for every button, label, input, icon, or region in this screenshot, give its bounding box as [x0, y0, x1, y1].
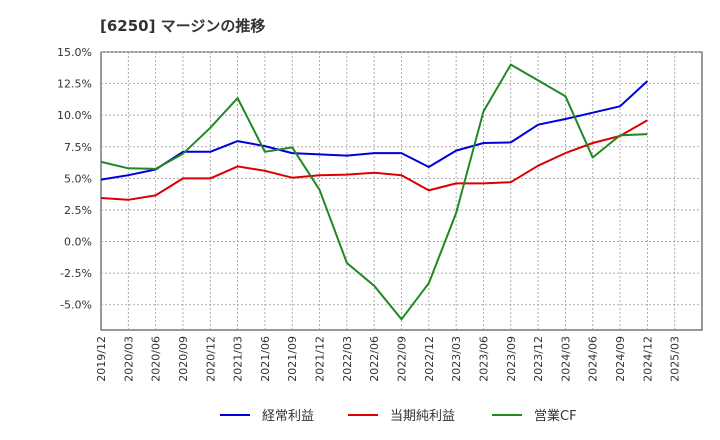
x-tick-label: 2020/03	[122, 336, 135, 382]
series-line	[100, 119, 648, 201]
x-tick-label: 2022/03	[341, 336, 354, 382]
y-tick-label: -5.0%	[60, 299, 92, 312]
x-tick-label: 2023/12	[532, 336, 545, 382]
y-axis-tick-labels: 15.0% 12.5% 10.0% 7.5% 5.0% 2.5% 0.0% -2.5% -5.0…	[57, 46, 92, 312]
x-tick-label: 2025/03	[669, 336, 682, 382]
x-tick-label: 2021/09	[286, 336, 299, 382]
chart-title: [6250] マージンの推移	[100, 17, 265, 35]
x-tick-label: 2021/12	[314, 336, 327, 382]
series-line	[100, 63, 648, 321]
y-tick-label: 12.5%	[57, 78, 92, 91]
legend-label: 営業CF	[534, 408, 577, 424]
x-tick-label: 2024/09	[614, 336, 627, 382]
y-tick-label: 10.0%	[57, 109, 92, 122]
grid-lines	[101, 51, 702, 330]
x-tick-label: 2020/06	[150, 336, 163, 382]
y-tick-label: 0.0%	[64, 236, 92, 249]
x-tick-label: 2024/03	[559, 336, 572, 382]
y-tick-label: 5.0%	[64, 172, 92, 185]
x-tick-label: 2020/12	[204, 336, 217, 382]
x-tick-label: 2022/12	[423, 336, 436, 382]
plot-area	[100, 51, 703, 331]
legend: 経常利益 当期純利益 営業CF	[220, 408, 577, 424]
x-tick-label: 2023/09	[505, 336, 518, 382]
y-tick-label: 7.5%	[64, 141, 92, 154]
x-axis-tick-labels: 2019/12 2020/03 2020/06 2020/09 2020/12 2021/…	[95, 336, 682, 382]
x-tick-label: 2021/03	[232, 336, 245, 382]
x-tick-label: 2023/03	[450, 336, 463, 382]
x-tick-label: 2020/09	[177, 336, 190, 382]
series-line	[100, 80, 649, 181]
x-tick-label: 2021/06	[259, 336, 272, 382]
x-tick-label: 2019/12	[95, 336, 108, 382]
series-lines	[100, 63, 649, 321]
x-tick-label: 2024/12	[641, 336, 654, 382]
x-tick-label: 2022/09	[396, 336, 409, 382]
y-tick-label: 15.0%	[57, 46, 92, 59]
y-tick-label: 2.5%	[64, 204, 92, 217]
legend-label: 当期純利益	[390, 409, 455, 424]
x-tick-label: 2022/06	[368, 336, 381, 382]
x-tick-label: 2023/06	[477, 336, 490, 382]
x-tick-label: 2024/06	[587, 336, 600, 382]
legend-label: 経常利益	[262, 409, 314, 424]
y-tick-label: -2.5%	[60, 267, 92, 280]
